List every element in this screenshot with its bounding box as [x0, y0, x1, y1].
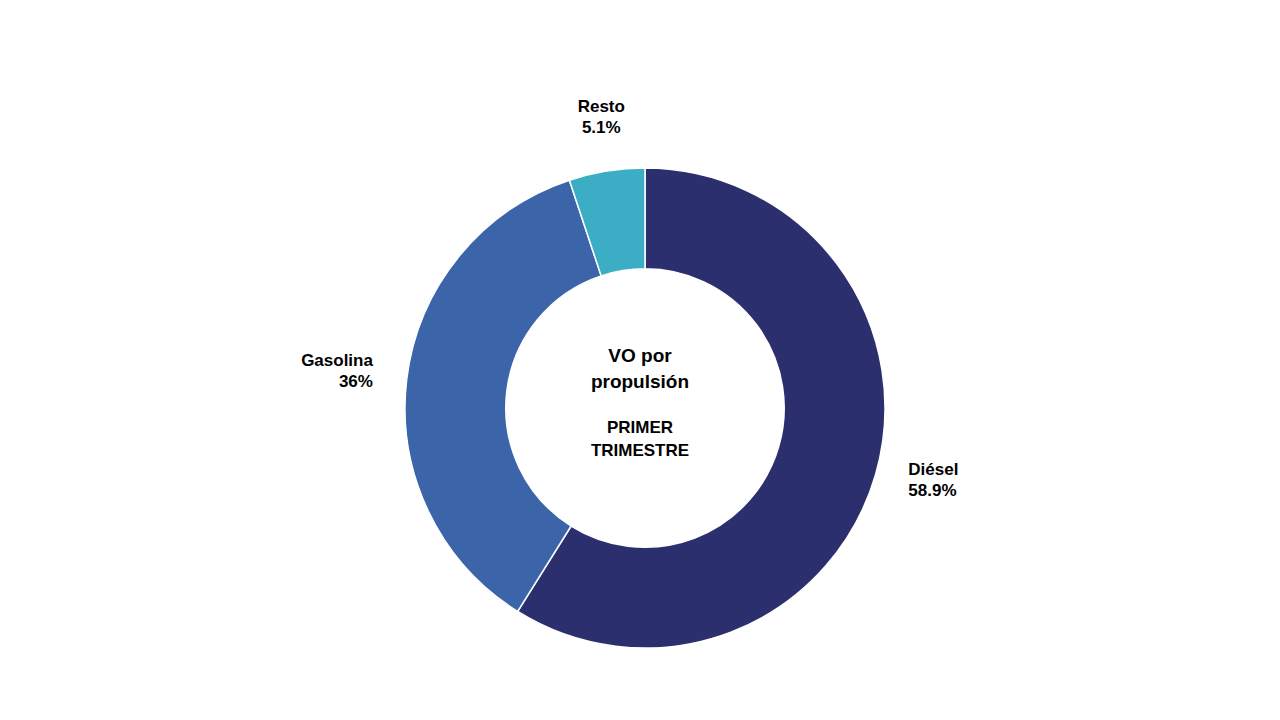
html-text:VO por propulsión: VO por propulsión	[590, 345, 690, 392]
svg-text:Diésel58.9%: Diésel58.9%	[908, 460, 958, 500]
html-text:PRIMER TRIMESTRE: PRIMER TRIMESTRE	[590, 417, 690, 460]
svg-text:Gasolina36%: Gasolina36%	[301, 351, 373, 391]
svg-text:Resto5.1%: Resto5.1%	[578, 97, 625, 137]
